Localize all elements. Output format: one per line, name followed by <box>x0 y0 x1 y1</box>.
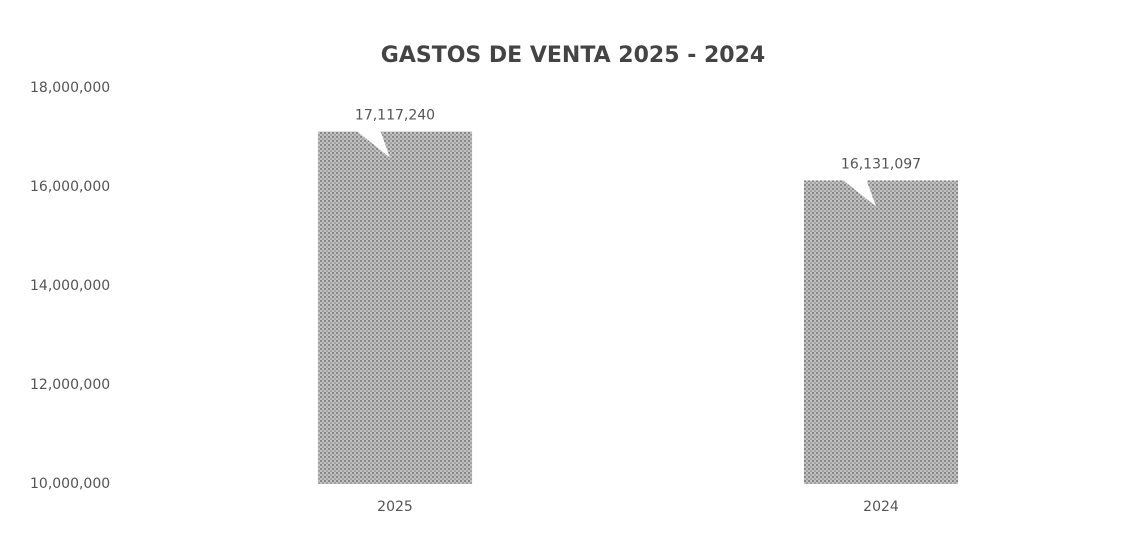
value-label: 16,131,097 <box>841 157 921 173</box>
y-tick-label: 16,000,000 <box>30 179 110 195</box>
y-tick-label: 18,000,000 <box>30 80 110 96</box>
value-label: 17,117,240 <box>355 108 435 124</box>
label-pointer <box>355 129 390 158</box>
label-pointer <box>841 178 876 207</box>
label-box <box>819 150 943 179</box>
y-tick-label: 12,000,000 <box>30 377 110 393</box>
x-tick-label: 2025 <box>377 499 413 515</box>
y-tick-label: 14,000,000 <box>30 278 110 294</box>
bar-texture <box>317 131 473 484</box>
chart-title: GASTOS DE VENTA 2025 - 2024 <box>381 43 765 68</box>
label-box <box>333 101 457 130</box>
bar-texture <box>803 180 959 485</box>
y-tick-label: 10,000,000 <box>30 476 110 492</box>
x-tick-label: 2024 <box>863 499 899 515</box>
